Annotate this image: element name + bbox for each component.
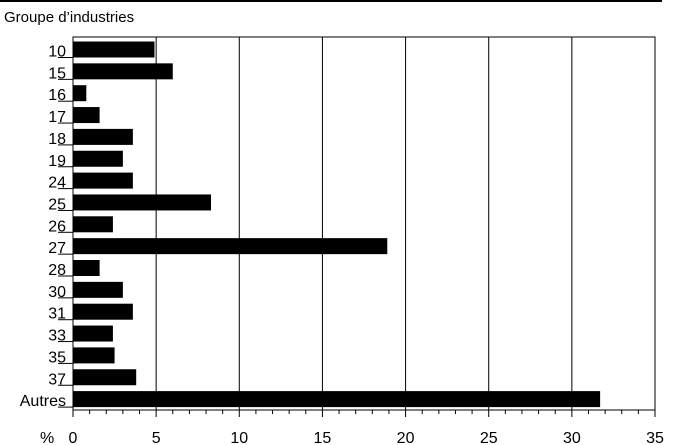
x-tick-label: 15 (314, 430, 332, 445)
y-tick-label: 17 (48, 109, 66, 126)
chart-title: Groupe d’industries (4, 9, 134, 26)
y-tick-label: 16 (48, 87, 66, 104)
bar (73, 63, 173, 80)
x-tick-label: 25 (480, 430, 498, 445)
y-tick-label: 33 (48, 328, 66, 345)
y-tick-label: 26 (48, 218, 66, 235)
y-tick-label: 27 (48, 240, 66, 257)
bar (73, 194, 212, 211)
bars (73, 41, 601, 408)
bar (73, 391, 601, 408)
bar (73, 260, 100, 276)
y-tick-label: 18 (48, 131, 66, 148)
y-tick-label: 35 (48, 349, 66, 366)
plot-frame (72, 36, 656, 411)
bar (73, 347, 115, 364)
bar (73, 107, 100, 124)
bar (73, 41, 155, 58)
x-tick-label: 30 (563, 430, 581, 445)
bar (73, 172, 133, 189)
bar (73, 216, 113, 233)
bar (73, 150, 123, 167)
y-tick-label: 31 (48, 306, 66, 323)
x-tick-label: 10 (230, 430, 248, 445)
x-axis-label: % (40, 430, 54, 445)
bar (73, 369, 137, 386)
bar (73, 325, 113, 342)
y-tick-label: 30 (48, 284, 66, 301)
bar (73, 303, 133, 320)
y-tick-label: Autres (20, 393, 66, 410)
x-axis: 0 5 10 15 20 25 30 35 (69, 410, 664, 445)
y-axis-labels: 10 15 16 17 18 19 24 25 26 27 28 30 31 33 35 37 Autres (20, 44, 73, 410)
bar (73, 128, 133, 145)
x-tick-label: 5 (152, 430, 161, 445)
y-tick-label: 37 (48, 371, 66, 388)
x-tick-label: 0 (69, 430, 78, 445)
bar (73, 238, 388, 255)
grid-lines (155, 37, 573, 410)
y-tick-label: 15 (48, 65, 66, 82)
bar (73, 281, 123, 298)
y-tick-label: 28 (48, 262, 66, 279)
y-tick-label: 24 (48, 175, 66, 192)
x-tick-label: 20 (397, 430, 415, 445)
bar (73, 85, 87, 102)
x-tick-label: 35 (646, 430, 664, 445)
y-tick-label: 10 (48, 44, 66, 61)
y-tick-label: 19 (48, 153, 66, 170)
y-tick-label: 25 (48, 196, 66, 213)
